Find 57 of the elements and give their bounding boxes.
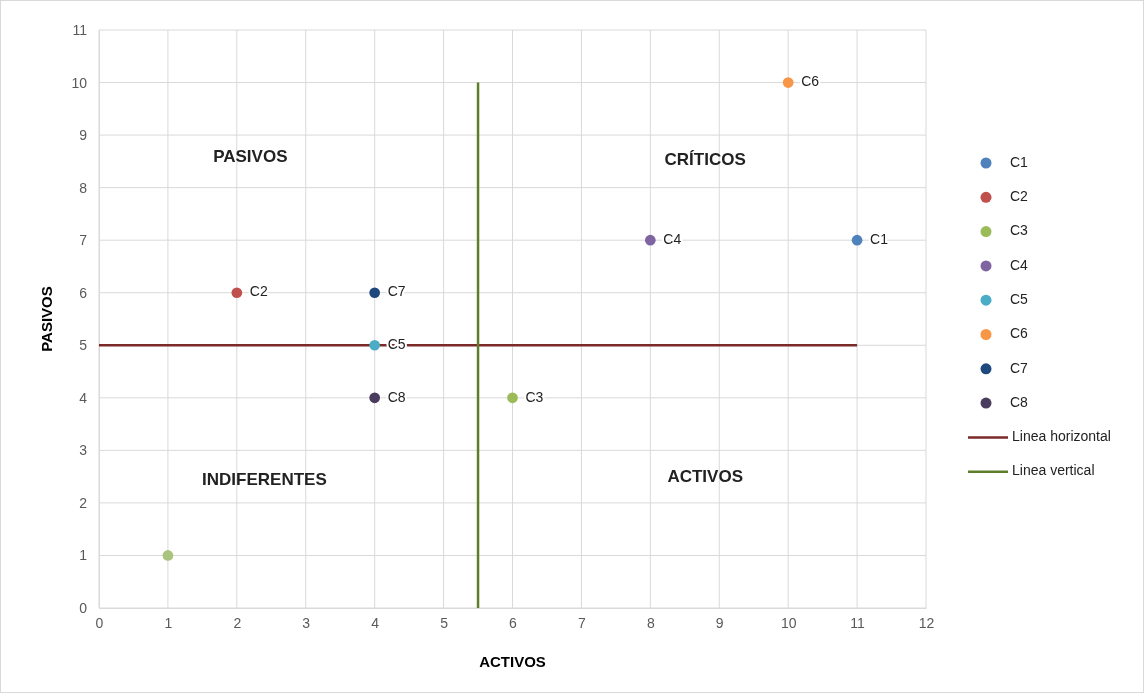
legend-label: Linea horizontal (1012, 428, 1111, 445)
text: C3 (525, 388, 544, 405)
x-tick-label: 8 (646, 614, 655, 631)
point (162, 550, 174, 561)
y-tick-label: 1 (79, 547, 88, 564)
legend-label: C3 (1010, 222, 1029, 239)
legend-label: C1 (1010, 153, 1029, 170)
y-tick-label: 6 (79, 284, 88, 301)
text: C1 (870, 230, 888, 247)
point (369, 392, 381, 404)
y-tick-label: 3 (79, 442, 88, 459)
text: C4 (663, 230, 682, 247)
annotation: ACTIVOS (667, 467, 743, 487)
legend-label: C4 (1010, 256, 1029, 273)
y-tick-label: 5 (79, 337, 88, 354)
text: C2 (249, 283, 268, 300)
y-tick-label: 10 (71, 74, 88, 91)
legend-label: Linea vertical (1012, 462, 1095, 479)
y-tick-label: 8 (79, 179, 88, 196)
x-tick-label: 12 (918, 614, 935, 631)
y-tick-label: 0 (79, 599, 88, 616)
y-tick-label: 11 (72, 21, 88, 38)
point (644, 234, 656, 246)
legend-label: C2 (1010, 188, 1029, 204)
point (369, 339, 381, 351)
x-tick-label: 2 (233, 614, 242, 631)
x-tick-label: 4 (371, 614, 380, 631)
x-tick-label: 9 (715, 614, 724, 631)
text: C6 (801, 73, 820, 90)
text: C8 (387, 388, 406, 405)
point (507, 392, 518, 404)
y-axis-title: PASIVOS (38, 286, 55, 352)
annotation: PASIVOS (213, 146, 288, 166)
x-tick-label: 3 (302, 614, 311, 631)
y-tick-label: 7 (79, 232, 88, 249)
x-tick-label: 6 (509, 614, 518, 631)
legend-label: C5 (1010, 290, 1029, 307)
x-tick-label: 0 (95, 614, 104, 631)
x-tick-label: 11 (850, 614, 866, 631)
x-tick-label: 5 (440, 614, 449, 631)
x-tick-label: 7 (578, 614, 587, 631)
y-tick-label: 9 (79, 127, 88, 144)
x-axis-title: ACTIVOS (479, 653, 546, 670)
legend-label: C6 (1010, 325, 1029, 342)
annotation: CRÍTICOS (664, 149, 746, 169)
y-tick-label: 4 (79, 389, 88, 406)
annotation: INDIFERENTES (202, 470, 327, 490)
text: C7 (387, 283, 406, 300)
x-tick-label: 1 (164, 614, 173, 631)
legend-label: C7 (1010, 359, 1029, 376)
legend-label: C8 (1010, 393, 1029, 410)
point (782, 77, 794, 88)
y-tick-label: 2 (79, 494, 88, 511)
point (369, 287, 381, 299)
x-tick-label: 10 (780, 614, 797, 631)
point (851, 234, 863, 246)
point (231, 287, 243, 299)
